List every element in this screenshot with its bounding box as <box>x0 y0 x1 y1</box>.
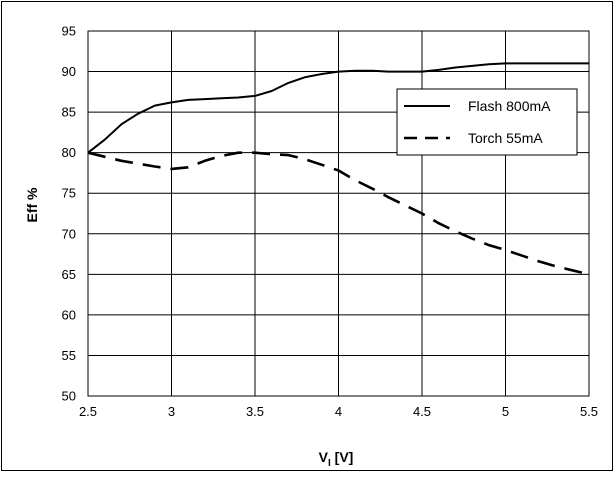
x-axis-label: VI [V] <box>319 449 354 469</box>
series-line-torch <box>87 151 590 276</box>
y-tick-label: 70 <box>62 226 76 241</box>
y-tick-label: 75 <box>62 186 76 201</box>
efficiency-chart: 2.5 3 3.5 4 4.5 5 5.5 50 55 60 65 70 75 80 85 90 95 Eff … <box>24 24 599 470</box>
x-tick-label: 5 <box>502 404 509 419</box>
x-axis-label-unit: [V] <box>331 449 354 465</box>
y-tick-label: 85 <box>62 105 76 120</box>
y-tick-label: 60 <box>62 307 76 322</box>
x-tick-label: 5.5 <box>580 404 598 419</box>
legend-label-torch: Torch 55mA <box>468 130 543 146</box>
x-tick-label: 3.5 <box>246 404 264 419</box>
x-tick-label: 4 <box>335 404 342 419</box>
y-tick-label: 50 <box>62 389 76 404</box>
series-lines <box>87 62 590 276</box>
legend: Flash 800mA Torch 55mA <box>396 88 578 156</box>
x-tick-label: 3 <box>168 404 175 419</box>
y-tick-label: 90 <box>62 64 76 79</box>
legend-label-flash: Flash 800mA <box>468 98 551 114</box>
y-tick-label: 80 <box>62 145 76 160</box>
x-tick-label: 4.5 <box>413 404 431 419</box>
plot-area <box>87 30 590 397</box>
series-line-flash <box>87 62 589 154</box>
y-tick-label: 95 <box>62 24 76 39</box>
x-axis-label-main: V <box>319 449 329 465</box>
legend-box <box>396 88 578 156</box>
y-axis-label: Eff % <box>24 187 40 223</box>
y-tick-label: 55 <box>62 348 76 363</box>
chart-frame: 2.5 3 3.5 4 4.5 5 5.5 50 55 60 65 70 75 80 85 90 95 Eff … <box>1 1 613 471</box>
tick-labels: 2.5 3 3.5 4 4.5 5 5.5 50 55 60 65 70 75 80 85 90 95 <box>62 24 599 420</box>
grid <box>87 30 590 397</box>
x-tick-label: 2.5 <box>79 404 97 419</box>
y-tick-label: 65 <box>62 267 76 282</box>
x-axis-label-sub: I <box>328 458 331 469</box>
